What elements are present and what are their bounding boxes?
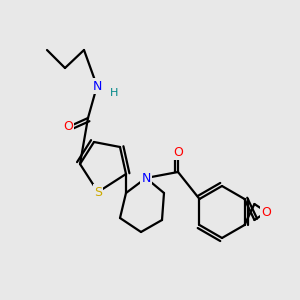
Text: S: S (94, 185, 102, 199)
Text: O: O (173, 146, 183, 158)
Text: O: O (262, 206, 272, 218)
Text: N: N (141, 172, 151, 184)
Text: H: H (110, 88, 118, 98)
Text: N: N (92, 80, 102, 92)
Text: O: O (63, 121, 73, 134)
